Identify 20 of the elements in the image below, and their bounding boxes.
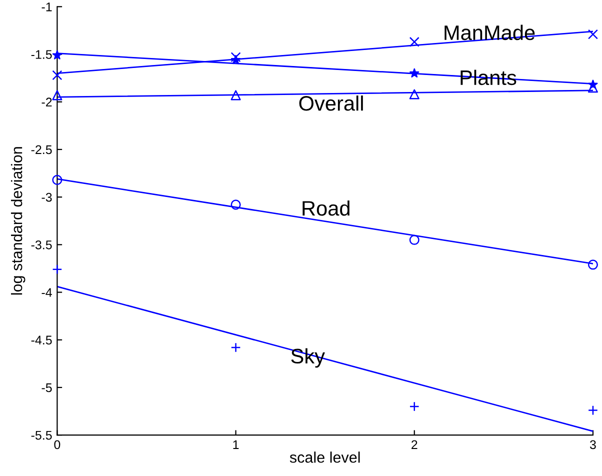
y-tick-label: -4 <box>42 288 52 297</box>
y-tick-label: -1.5 <box>31 50 52 59</box>
annotation: Overall <box>299 95 363 111</box>
y-tick-label: -5 <box>42 383 52 392</box>
x-tick-label: 3 <box>590 440 596 450</box>
y-axis-title: log standard deviation <box>10 147 26 295</box>
x-axis-title: scale level <box>290 452 360 463</box>
annotation: Sky <box>291 348 325 368</box>
x-tick-label: 1 <box>233 440 239 449</box>
y-tick-label: -2 <box>42 98 52 106</box>
y-tick-label: -3.5 <box>31 240 52 250</box>
x-tick-label: 2 <box>412 440 418 449</box>
y-tick-label: -4.5 <box>31 336 52 345</box>
y-tick-label: -5.5 <box>31 430 52 440</box>
y-tick-label: -1 <box>42 2 52 12</box>
annotation: Road <box>302 200 350 216</box>
x-tick-label: 0 <box>54 440 60 450</box>
y-tick-label: -2.5 <box>31 145 52 154</box>
y-tick-label: -3 <box>42 192 52 202</box>
annotation: ManMade <box>444 24 535 40</box>
